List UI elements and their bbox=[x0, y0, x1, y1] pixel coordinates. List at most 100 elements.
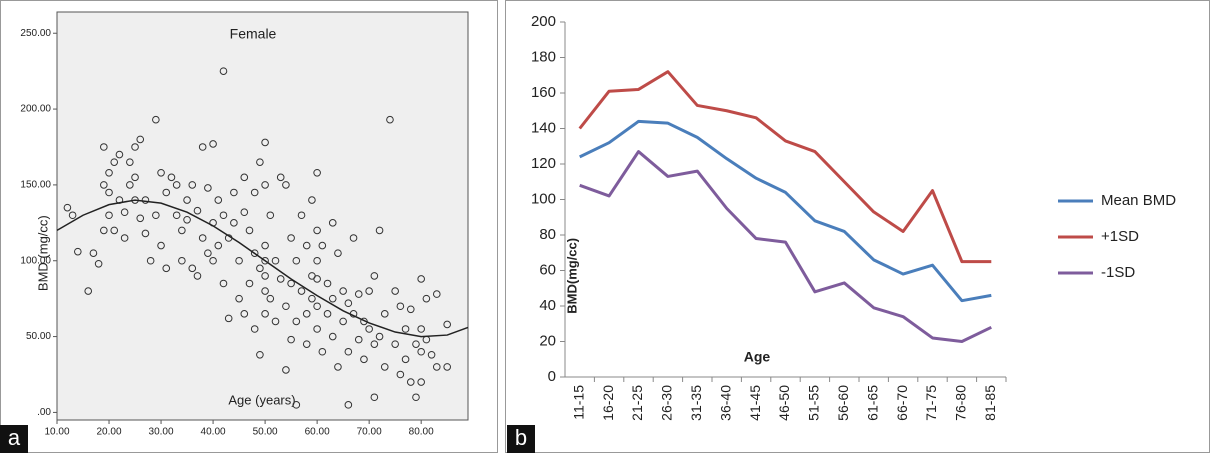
data-point bbox=[339, 287, 347, 295]
data-point bbox=[131, 143, 139, 151]
data-point bbox=[141, 229, 150, 238]
data-point bbox=[375, 332, 384, 341]
data-point bbox=[209, 140, 217, 148]
data-point bbox=[401, 355, 410, 364]
data-point bbox=[396, 370, 405, 379]
data-point bbox=[344, 401, 353, 409]
y-tick-label: 200 bbox=[531, 13, 556, 30]
x-tick-label: 10.00 bbox=[44, 427, 69, 438]
data-point bbox=[136, 135, 145, 144]
data-point bbox=[136, 214, 145, 223]
panel-label: b bbox=[515, 425, 527, 450]
data-point bbox=[115, 150, 124, 159]
data-point bbox=[100, 143, 108, 151]
data-point bbox=[282, 302, 290, 311]
panel-label-box bbox=[507, 425, 535, 453]
y-tick-label: .00 bbox=[37, 407, 51, 418]
data-point bbox=[240, 173, 249, 182]
data-point bbox=[68, 211, 77, 220]
data-point bbox=[94, 259, 103, 268]
x-tick-label: 16-20 bbox=[600, 385, 616, 421]
data-point bbox=[380, 363, 389, 371]
data-point bbox=[261, 181, 269, 189]
x-tick-label: 70.00 bbox=[357, 427, 382, 438]
data-point bbox=[318, 347, 327, 356]
data-point bbox=[120, 208, 129, 217]
data-point bbox=[406, 378, 415, 386]
data-point bbox=[224, 314, 233, 323]
x-tick-label: 26-30 bbox=[659, 385, 675, 421]
data-point bbox=[250, 325, 259, 333]
data-point bbox=[417, 347, 425, 356]
data-point bbox=[292, 256, 301, 265]
panel-label-box bbox=[0, 425, 28, 453]
data-point bbox=[287, 279, 295, 288]
chart-title: Female bbox=[230, 26, 277, 42]
data-point bbox=[282, 181, 290, 189]
data-point bbox=[256, 264, 264, 273]
data-point bbox=[162, 188, 171, 197]
data-point bbox=[261, 310, 269, 318]
data-point bbox=[172, 181, 181, 189]
data-point bbox=[152, 115, 160, 124]
data-point bbox=[219, 279, 228, 288]
data-point bbox=[292, 401, 301, 409]
data-point bbox=[354, 290, 363, 298]
data-point bbox=[256, 158, 264, 166]
legend-label: Mean BMD bbox=[1101, 192, 1176, 209]
data-point bbox=[250, 249, 259, 257]
data-point bbox=[167, 173, 176, 182]
x-tick-label: 31-35 bbox=[688, 385, 704, 421]
data-point bbox=[188, 264, 197, 273]
data-point bbox=[230, 219, 238, 227]
data-point bbox=[375, 226, 384, 235]
data-point bbox=[105, 211, 113, 220]
x-tick-label: 36-40 bbox=[717, 385, 733, 421]
data-point bbox=[141, 196, 150, 204]
data-point bbox=[240, 208, 249, 217]
data-point bbox=[183, 215, 191, 224]
y-tick-label: 200.00 bbox=[20, 104, 51, 115]
panel-label: a bbox=[8, 425, 21, 450]
data-point bbox=[365, 287, 373, 295]
data-point bbox=[282, 366, 290, 374]
data-point bbox=[276, 173, 285, 182]
data-point bbox=[110, 158, 119, 166]
data-point bbox=[235, 294, 243, 303]
x-tick-label: 71-75 bbox=[923, 385, 939, 421]
data-point bbox=[157, 168, 165, 177]
y-tick-label: 60 bbox=[539, 261, 556, 278]
x-tick-label: 60.00 bbox=[305, 427, 330, 438]
y-tick-label: 50.00 bbox=[26, 331, 51, 342]
data-point bbox=[100, 181, 108, 189]
data-point bbox=[313, 302, 321, 311]
data-point bbox=[396, 302, 405, 311]
data-point bbox=[162, 264, 171, 273]
data-point bbox=[370, 393, 379, 402]
legend-label: +1SD bbox=[1101, 228, 1139, 245]
data-point bbox=[391, 287, 399, 295]
y-tick-label: 40 bbox=[539, 297, 556, 314]
data-point bbox=[266, 294, 275, 303]
data-point bbox=[209, 256, 217, 265]
data-point bbox=[302, 340, 311, 348]
data-point bbox=[271, 317, 280, 326]
y-tick-label: 100.00 bbox=[20, 255, 51, 266]
y-tick-label: 0 bbox=[548, 368, 556, 385]
data-point bbox=[183, 196, 191, 204]
x-tick-label: 46-50 bbox=[776, 385, 792, 421]
data-point bbox=[417, 275, 425, 283]
x-tick-label: 51-55 bbox=[806, 385, 822, 421]
panel-b-frame bbox=[505, 0, 1210, 453]
data-point bbox=[261, 138, 269, 147]
y-tick-label: 160 bbox=[531, 84, 556, 101]
x-tick-label: 20.00 bbox=[97, 427, 122, 438]
y-tick-label: 150.00 bbox=[20, 180, 51, 191]
data-point bbox=[422, 294, 431, 303]
data-point bbox=[386, 115, 394, 124]
data-point bbox=[313, 168, 321, 177]
data-point bbox=[188, 181, 197, 189]
data-point bbox=[193, 272, 202, 280]
data-point bbox=[328, 294, 337, 303]
